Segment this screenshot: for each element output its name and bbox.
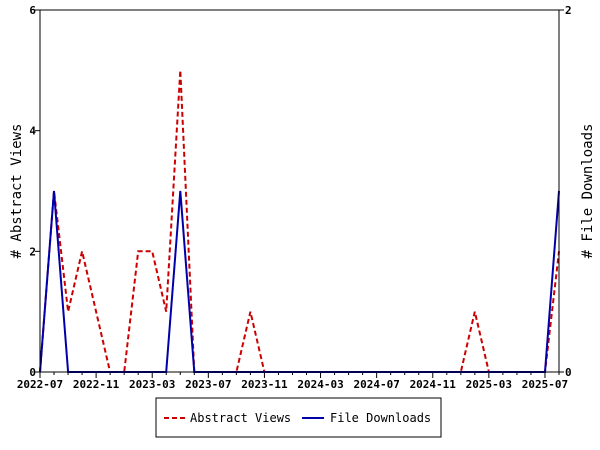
plot-frame bbox=[39, 9, 560, 373]
x-tick-label: 2023-03 bbox=[129, 378, 175, 391]
left-tick-label: 6 bbox=[29, 4, 36, 17]
left-tick-label: 4 bbox=[29, 125, 36, 138]
legend-box bbox=[155, 397, 442, 438]
right-tick-label: 2 bbox=[565, 4, 572, 17]
legend-label-abstract-views: Abstract Views bbox=[190, 411, 291, 425]
x-tick-label: 2023-07 bbox=[185, 378, 231, 391]
x-tick-label: 2023-11 bbox=[241, 378, 288, 391]
right-axis-title: # File Downloads bbox=[580, 124, 596, 259]
series-line-abstract-views bbox=[39, 70, 560, 373]
x-tick-label: 2022-11 bbox=[73, 378, 120, 391]
legend: Abstract Views File Downloads bbox=[155, 397, 442, 438]
left-tick-label: 2 bbox=[29, 245, 36, 258]
right-tick-label: 0 bbox=[565, 366, 572, 379]
series-lines bbox=[39, 70, 560, 373]
series-line-file-downloads bbox=[39, 190, 560, 373]
right-axis-ticks: 02 bbox=[559, 4, 572, 379]
x-tick-label: 2024-07 bbox=[353, 378, 399, 391]
left-tick-label: 0 bbox=[29, 366, 36, 379]
x-tick-label: 2025-03 bbox=[466, 378, 512, 391]
legend-label-file-downloads: File Downloads bbox=[330, 411, 431, 425]
x-tick-label: 2024-11 bbox=[410, 378, 457, 391]
x-tick-label: 2024-03 bbox=[297, 378, 343, 391]
left-axis-ticks: 0 2 4 6 bbox=[29, 4, 40, 379]
x-tick-label: 2022-07 bbox=[17, 378, 63, 391]
x-tick-label: 2025-07 bbox=[522, 378, 568, 391]
x-axis-ticks: 2022-07 2022-11 2023-03 2023-07 2023-11 2024-… bbox=[17, 372, 568, 391]
left-axis-title: # Abstract Views bbox=[9, 124, 25, 259]
